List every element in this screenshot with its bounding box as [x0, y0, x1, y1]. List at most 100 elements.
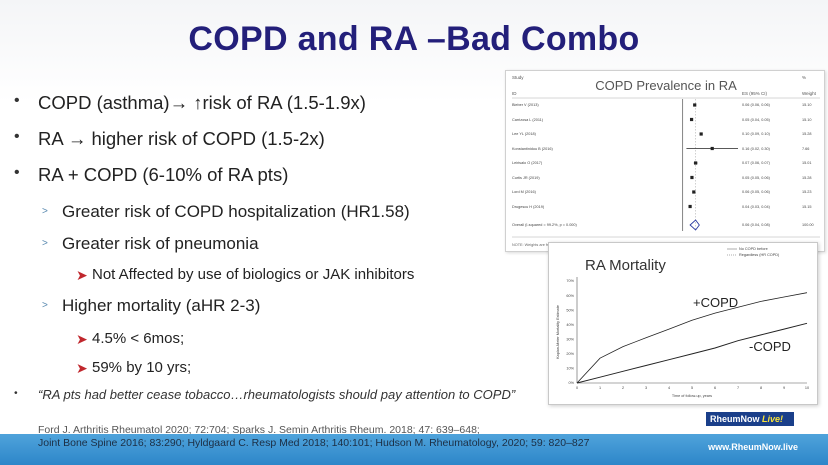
references-line-2: Joint Bone Spine 2016; 83:290; Hyldgaard…	[38, 437, 590, 449]
bullet-text: Higher mortality (aHR 2-3)	[62, 296, 261, 315]
bullet-text: Not Affected by use of biologics or JAK …	[92, 266, 415, 283]
forest-study-estimate: 0.07 (0.06, 0.07)	[742, 161, 770, 165]
forest-study-weight: 15.28	[802, 132, 812, 136]
footer-url[interactable]: www.RheumNow.live	[708, 442, 798, 452]
forest-overall-name: Overall (I-squared = 99.2%, p = 0.000)	[512, 223, 577, 227]
forest-study-estimate: 0.05 (0.05, 0.06)	[742, 175, 770, 180]
x-tick-label: 9	[783, 386, 785, 390]
logo-text: RheumNow	[710, 414, 760, 424]
x-tick-label: 5	[691, 386, 693, 390]
y-tick-label: 70%	[566, 279, 574, 283]
x-tick-label: 8	[760, 386, 762, 390]
forest-study-name: Drugescu H (2019)	[512, 204, 545, 209]
arrow-bullet-icon: ➤	[76, 360, 88, 376]
bullet-text: 59% by 10 yrs;	[92, 359, 192, 376]
forest-point	[710, 146, 714, 151]
forest-study-estimate: 0.06 (0.06, 0.06)	[742, 103, 770, 107]
y-tick-label: 40%	[566, 323, 574, 327]
forest-overall-weight: 100.00	[802, 223, 814, 227]
y-tick-label: 0%	[569, 381, 575, 385]
footer-bar: Joint Bone Spine 2016; 83:290; Hyldgaard…	[0, 434, 828, 465]
slide-title: COPD and RA –Bad Combo	[188, 20, 640, 58]
series-line-copd	[576, 292, 808, 384]
mortality-chart: 0% 10% 20% 30% 40% 50% 60% 70% 0 1 2 3 4 5 6 7 8 9 10 Kapla…	[548, 242, 818, 405]
y-tick-label: 20%	[566, 352, 574, 356]
y-tick-label: 50%	[566, 308, 574, 312]
sub-bullet-chevron-icon: >	[42, 206, 48, 217]
series-line-no-copd	[576, 322, 808, 384]
x-axis-label: Time of follow-up, years	[672, 394, 712, 398]
sub-bullet-chevron-icon: >	[42, 238, 48, 249]
arrow-bullet-icon: ➤	[76, 331, 88, 347]
bullet-dot-icon: •	[14, 92, 20, 109]
forest-study-weight: 15.23	[802, 190, 812, 194]
x-tick-label: 1	[599, 386, 601, 390]
header-es: ES (95% CI)	[742, 91, 768, 96]
arrow-bullet-icon: ➤	[76, 267, 88, 283]
forest-study-weight: 15.10	[802, 117, 812, 122]
forest-study-weight: 15.28	[802, 175, 812, 180]
forest-study-name: Curtis JR (2019)	[512, 175, 540, 180]
mortality-chart-svg: 0% 10% 20% 30% 40% 50% 60% 70% 0 1 2 3 4 5 6 7 8 9 10 Kapla…	[556, 248, 809, 398]
forest-overall-diamond	[689, 219, 700, 231]
forest-study-estimate: 0.06 (0.05, 0.06)	[742, 190, 770, 194]
forest-point	[692, 190, 696, 194]
bullet-dot-icon: •	[14, 164, 20, 181]
forest-plot-svg	[512, 97, 820, 238]
y-tick-label: 10%	[566, 367, 574, 371]
x-tick-label: 4	[668, 386, 670, 390]
forest-study-name: Leirisalo O (2017)	[512, 161, 543, 165]
forest-study-name: Lee YL (2018)	[512, 132, 536, 136]
rheumnow-logo: RheumNow Live!	[705, 411, 795, 427]
series-label-copd: +COPD	[693, 295, 739, 310]
forest-point	[689, 117, 694, 122]
forest-study-weight: 15.15	[802, 204, 812, 209]
forest-study-estimate: 0.10 (0.09, 0.10)	[742, 132, 770, 136]
forest-study-weight: 15.01	[802, 161, 812, 165]
forest-study-estimate: 0.04 (0.03, 0.04)	[742, 204, 770, 209]
bullet-text: 4.5% < 6mos;	[92, 330, 185, 347]
x-tick-label: 3	[645, 386, 647, 390]
bullet-dot-icon: •	[14, 388, 18, 399]
y-axis-label: Kaplan-Meier Mortality Estimate	[556, 305, 560, 359]
legend-entry-2: Regardless (HR COPD)	[739, 253, 780, 257]
forest-study-estimate: 0.16 (0.02, 0.30)	[742, 146, 770, 151]
forest-point	[694, 161, 698, 165]
header-weight: Weight	[802, 91, 816, 96]
y-tick-label: 60%	[566, 294, 574, 298]
mortality-chart-title: RA Mortality	[585, 257, 666, 274]
quote-text: “RA pts had better cease tobacco…rheumat…	[38, 387, 516, 402]
y-tick-label: 30%	[566, 337, 574, 341]
forest-point	[688, 204, 692, 209]
series-label-no-copd: -COPD	[749, 339, 791, 354]
header-study: Study	[512, 75, 524, 80]
forest-study-name: Konstantinidou B (2016)	[512, 146, 553, 151]
forest-plot-title: COPD Prevalence in RA	[595, 78, 737, 93]
forest-study-name: Bieber V (2013)	[512, 103, 539, 107]
bullet-text: RA → higher risk of COPD (1.5-2x)	[38, 128, 325, 149]
bullet-text: COPD (asthma)→ ↑risk of RA (1.5-1.9x)	[38, 92, 366, 113]
legend-entry-1: No COPD before	[739, 247, 768, 251]
x-tick-label: 0	[576, 386, 578, 390]
forest-point	[690, 175, 694, 180]
logo-live: Live!	[762, 414, 784, 424]
x-tick-label: 6	[714, 386, 716, 390]
bullet-dot-icon: •	[14, 128, 20, 145]
header-pct: %	[802, 75, 807, 80]
x-tick-label: 10	[805, 386, 809, 390]
sub-bullet-chevron-icon: >	[42, 300, 48, 311]
forest-point	[693, 103, 697, 107]
references-line-1: Ford J. Arthritis Rheumatol 2020; 72:704…	[38, 424, 480, 436]
bullet-text: Greater risk of pneumonia	[62, 234, 259, 253]
bullet-text: RA + COPD (6-10% of RA pts)	[38, 164, 289, 185]
forest-point	[699, 132, 703, 136]
forest-overall-estimate: 0.06 (0.04, 0.08)	[742, 223, 770, 227]
forest-study-estimate: 0.05 (0.04, 0.05)	[742, 117, 770, 122]
x-tick-label: 2	[622, 386, 624, 390]
x-tick-label: 7	[737, 386, 739, 390]
header-id: ID	[512, 91, 517, 96]
forest-study-weight: 7.66	[802, 146, 810, 151]
forest-study-name: Lord M (2016)	[512, 190, 536, 194]
forest-study-weight: 15.10	[802, 103, 812, 107]
